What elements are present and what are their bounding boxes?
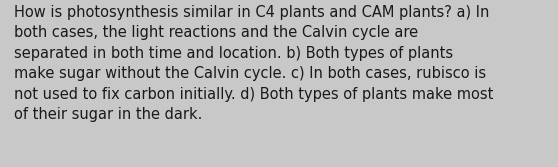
- Text: How is photosynthesis similar in C4 plants and CAM plants? a) In
both cases, the: How is photosynthesis similar in C4 plan…: [14, 5, 493, 122]
